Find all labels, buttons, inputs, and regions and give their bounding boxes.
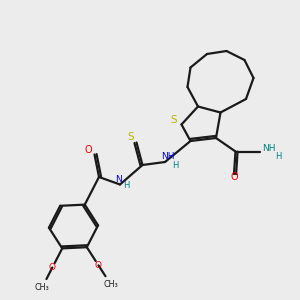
Text: H: H [172,160,179,169]
Text: O: O [85,145,92,155]
Text: S: S [171,115,177,125]
Text: CH₃: CH₃ [35,283,50,292]
Text: H: H [275,152,281,161]
Text: S: S [127,131,134,142]
Text: N: N [115,175,122,184]
Text: CH₃: CH₃ [103,280,118,289]
Text: O: O [49,263,56,272]
Text: O: O [230,172,238,182]
Text: H: H [123,182,130,190]
Text: NH: NH [262,144,275,153]
Text: NH: NH [161,152,174,161]
Text: O: O [95,261,102,270]
